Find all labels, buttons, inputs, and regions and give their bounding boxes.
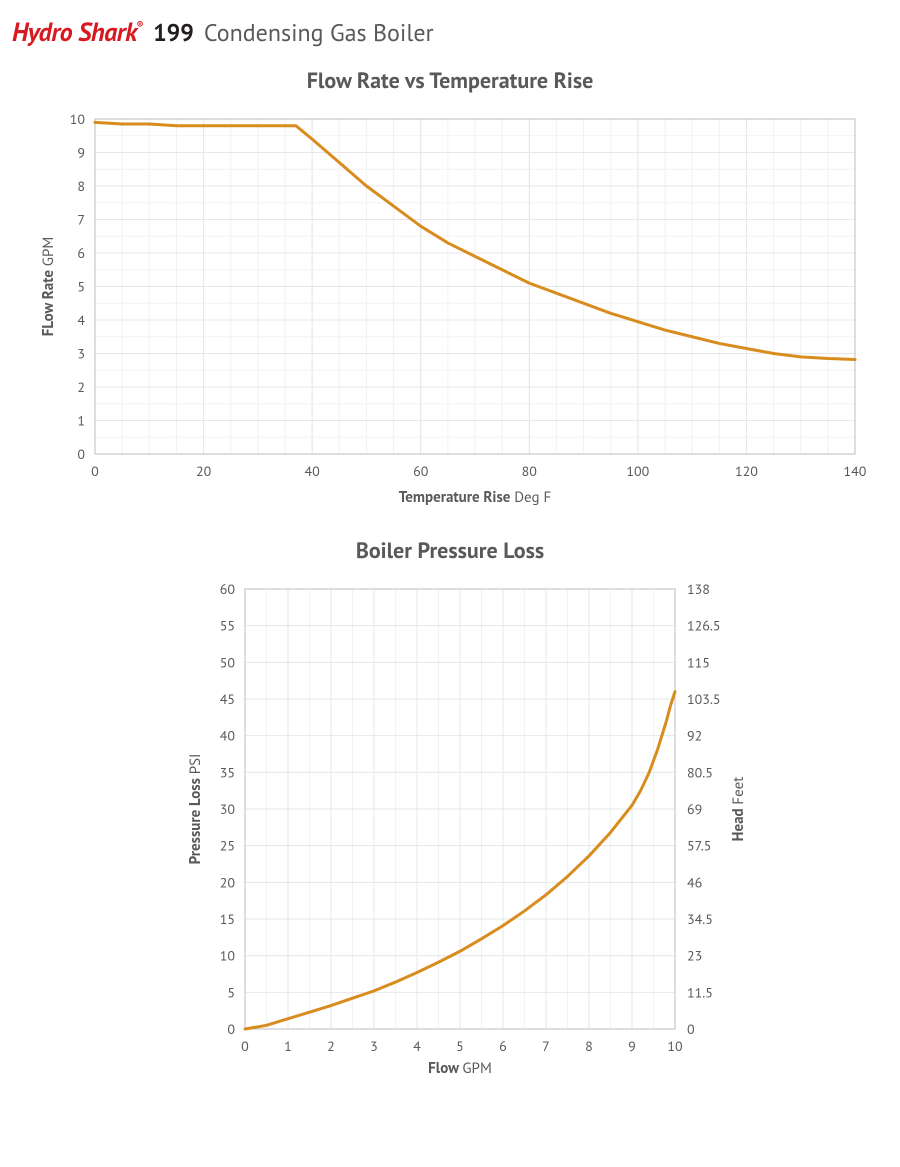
svg-text:100: 100 xyxy=(626,462,649,480)
svg-text:3: 3 xyxy=(370,1037,378,1055)
svg-text:4: 4 xyxy=(77,311,85,329)
svg-text:15: 15 xyxy=(220,910,235,928)
svg-text:Temperature Rise Deg F: Temperature Rise Deg F xyxy=(399,488,552,507)
svg-text:45: 45 xyxy=(220,690,235,708)
svg-text:126.5: 126.5 xyxy=(687,617,721,635)
svg-text:7: 7 xyxy=(77,211,85,229)
svg-text:Flow GPM: Flow GPM xyxy=(428,1059,492,1078)
model-number: 199 xyxy=(153,17,194,48)
svg-text:115: 115 xyxy=(687,653,710,671)
registered-mark: ® xyxy=(137,18,143,31)
svg-text:120: 120 xyxy=(735,462,758,480)
svg-text:2: 2 xyxy=(77,378,85,396)
svg-text:6: 6 xyxy=(77,244,85,262)
svg-text:0: 0 xyxy=(687,1020,695,1038)
svg-text:92: 92 xyxy=(687,727,702,745)
svg-text:40: 40 xyxy=(220,727,236,745)
svg-text:7: 7 xyxy=(542,1037,550,1055)
svg-text:5: 5 xyxy=(456,1037,464,1055)
page-header: Hydro Shark® 199 Condensing Gas Boiler xyxy=(12,16,888,49)
svg-text:2: 2 xyxy=(327,1037,335,1055)
svg-text:40: 40 xyxy=(305,462,321,480)
svg-text:10: 10 xyxy=(70,110,86,128)
svg-text:57.5: 57.5 xyxy=(687,837,711,855)
svg-text:138: 138 xyxy=(687,580,710,598)
svg-text:69: 69 xyxy=(687,800,702,818)
svg-text:20: 20 xyxy=(220,873,236,891)
svg-text:34.5: 34.5 xyxy=(687,910,713,928)
svg-text:50: 50 xyxy=(220,653,236,671)
svg-text:60: 60 xyxy=(413,462,429,480)
svg-text:0: 0 xyxy=(241,1037,249,1055)
chart-2-svg: 012345678910051015202530354045505560011.… xyxy=(100,569,800,1089)
svg-text:140: 140 xyxy=(844,462,867,480)
svg-text:30: 30 xyxy=(220,800,236,818)
svg-text:5: 5 xyxy=(77,278,85,296)
svg-text:20: 20 xyxy=(196,462,212,480)
svg-text:0: 0 xyxy=(91,462,99,480)
svg-text:46: 46 xyxy=(687,873,702,891)
svg-text:3: 3 xyxy=(77,345,85,363)
svg-text:8: 8 xyxy=(77,177,85,195)
svg-text:23: 23 xyxy=(687,947,702,965)
svg-text:11.5: 11.5 xyxy=(687,983,713,1001)
svg-text:80: 80 xyxy=(522,462,538,480)
svg-text:0: 0 xyxy=(77,445,85,463)
svg-text:1: 1 xyxy=(77,412,85,430)
chart-1-block: Flow Rate vs Temperature Rise 0204060801… xyxy=(12,67,888,519)
chart-2-block: Boiler Pressure Loss 0123456789100510152… xyxy=(12,537,888,1089)
brand-name: Hydro Shark® xyxy=(12,16,143,49)
chart-1-title: Flow Rate vs Temperature Rise xyxy=(12,67,888,95)
brand-text: Hydro Shark xyxy=(12,16,137,49)
svg-text:9: 9 xyxy=(77,144,85,162)
svg-text:55: 55 xyxy=(220,617,235,635)
svg-text:5: 5 xyxy=(227,983,235,1001)
svg-text:10: 10 xyxy=(220,947,236,965)
svg-text:60: 60 xyxy=(220,580,236,598)
svg-text:80.5: 80.5 xyxy=(687,763,713,781)
svg-text:9: 9 xyxy=(628,1037,636,1055)
svg-text:Head Feet: Head Feet xyxy=(729,777,748,842)
svg-text:8: 8 xyxy=(585,1037,593,1055)
chart-1-svg: 0 20 40 60 80 100 120 140 0 1 2 3 4 5 6 7 8 9 10 Temperatur… xyxy=(25,99,875,519)
svg-text:35: 35 xyxy=(220,763,235,781)
svg-text:25: 25 xyxy=(220,837,235,855)
svg-text:0: 0 xyxy=(227,1020,235,1038)
svg-text:103.5: 103.5 xyxy=(687,690,721,708)
product-subtitle: Condensing Gas Boiler xyxy=(204,17,434,48)
svg-text:1: 1 xyxy=(284,1037,292,1055)
svg-text:10: 10 xyxy=(667,1037,683,1055)
svg-text:4: 4 xyxy=(413,1037,421,1055)
svg-text:6: 6 xyxy=(499,1037,507,1055)
svg-text:FLow Rate GPM: FLow Rate GPM xyxy=(39,237,58,336)
svg-text:Pressure Loss PSI: Pressure Loss PSI xyxy=(186,754,205,865)
chart-2-title: Boiler Pressure Loss xyxy=(12,537,888,565)
